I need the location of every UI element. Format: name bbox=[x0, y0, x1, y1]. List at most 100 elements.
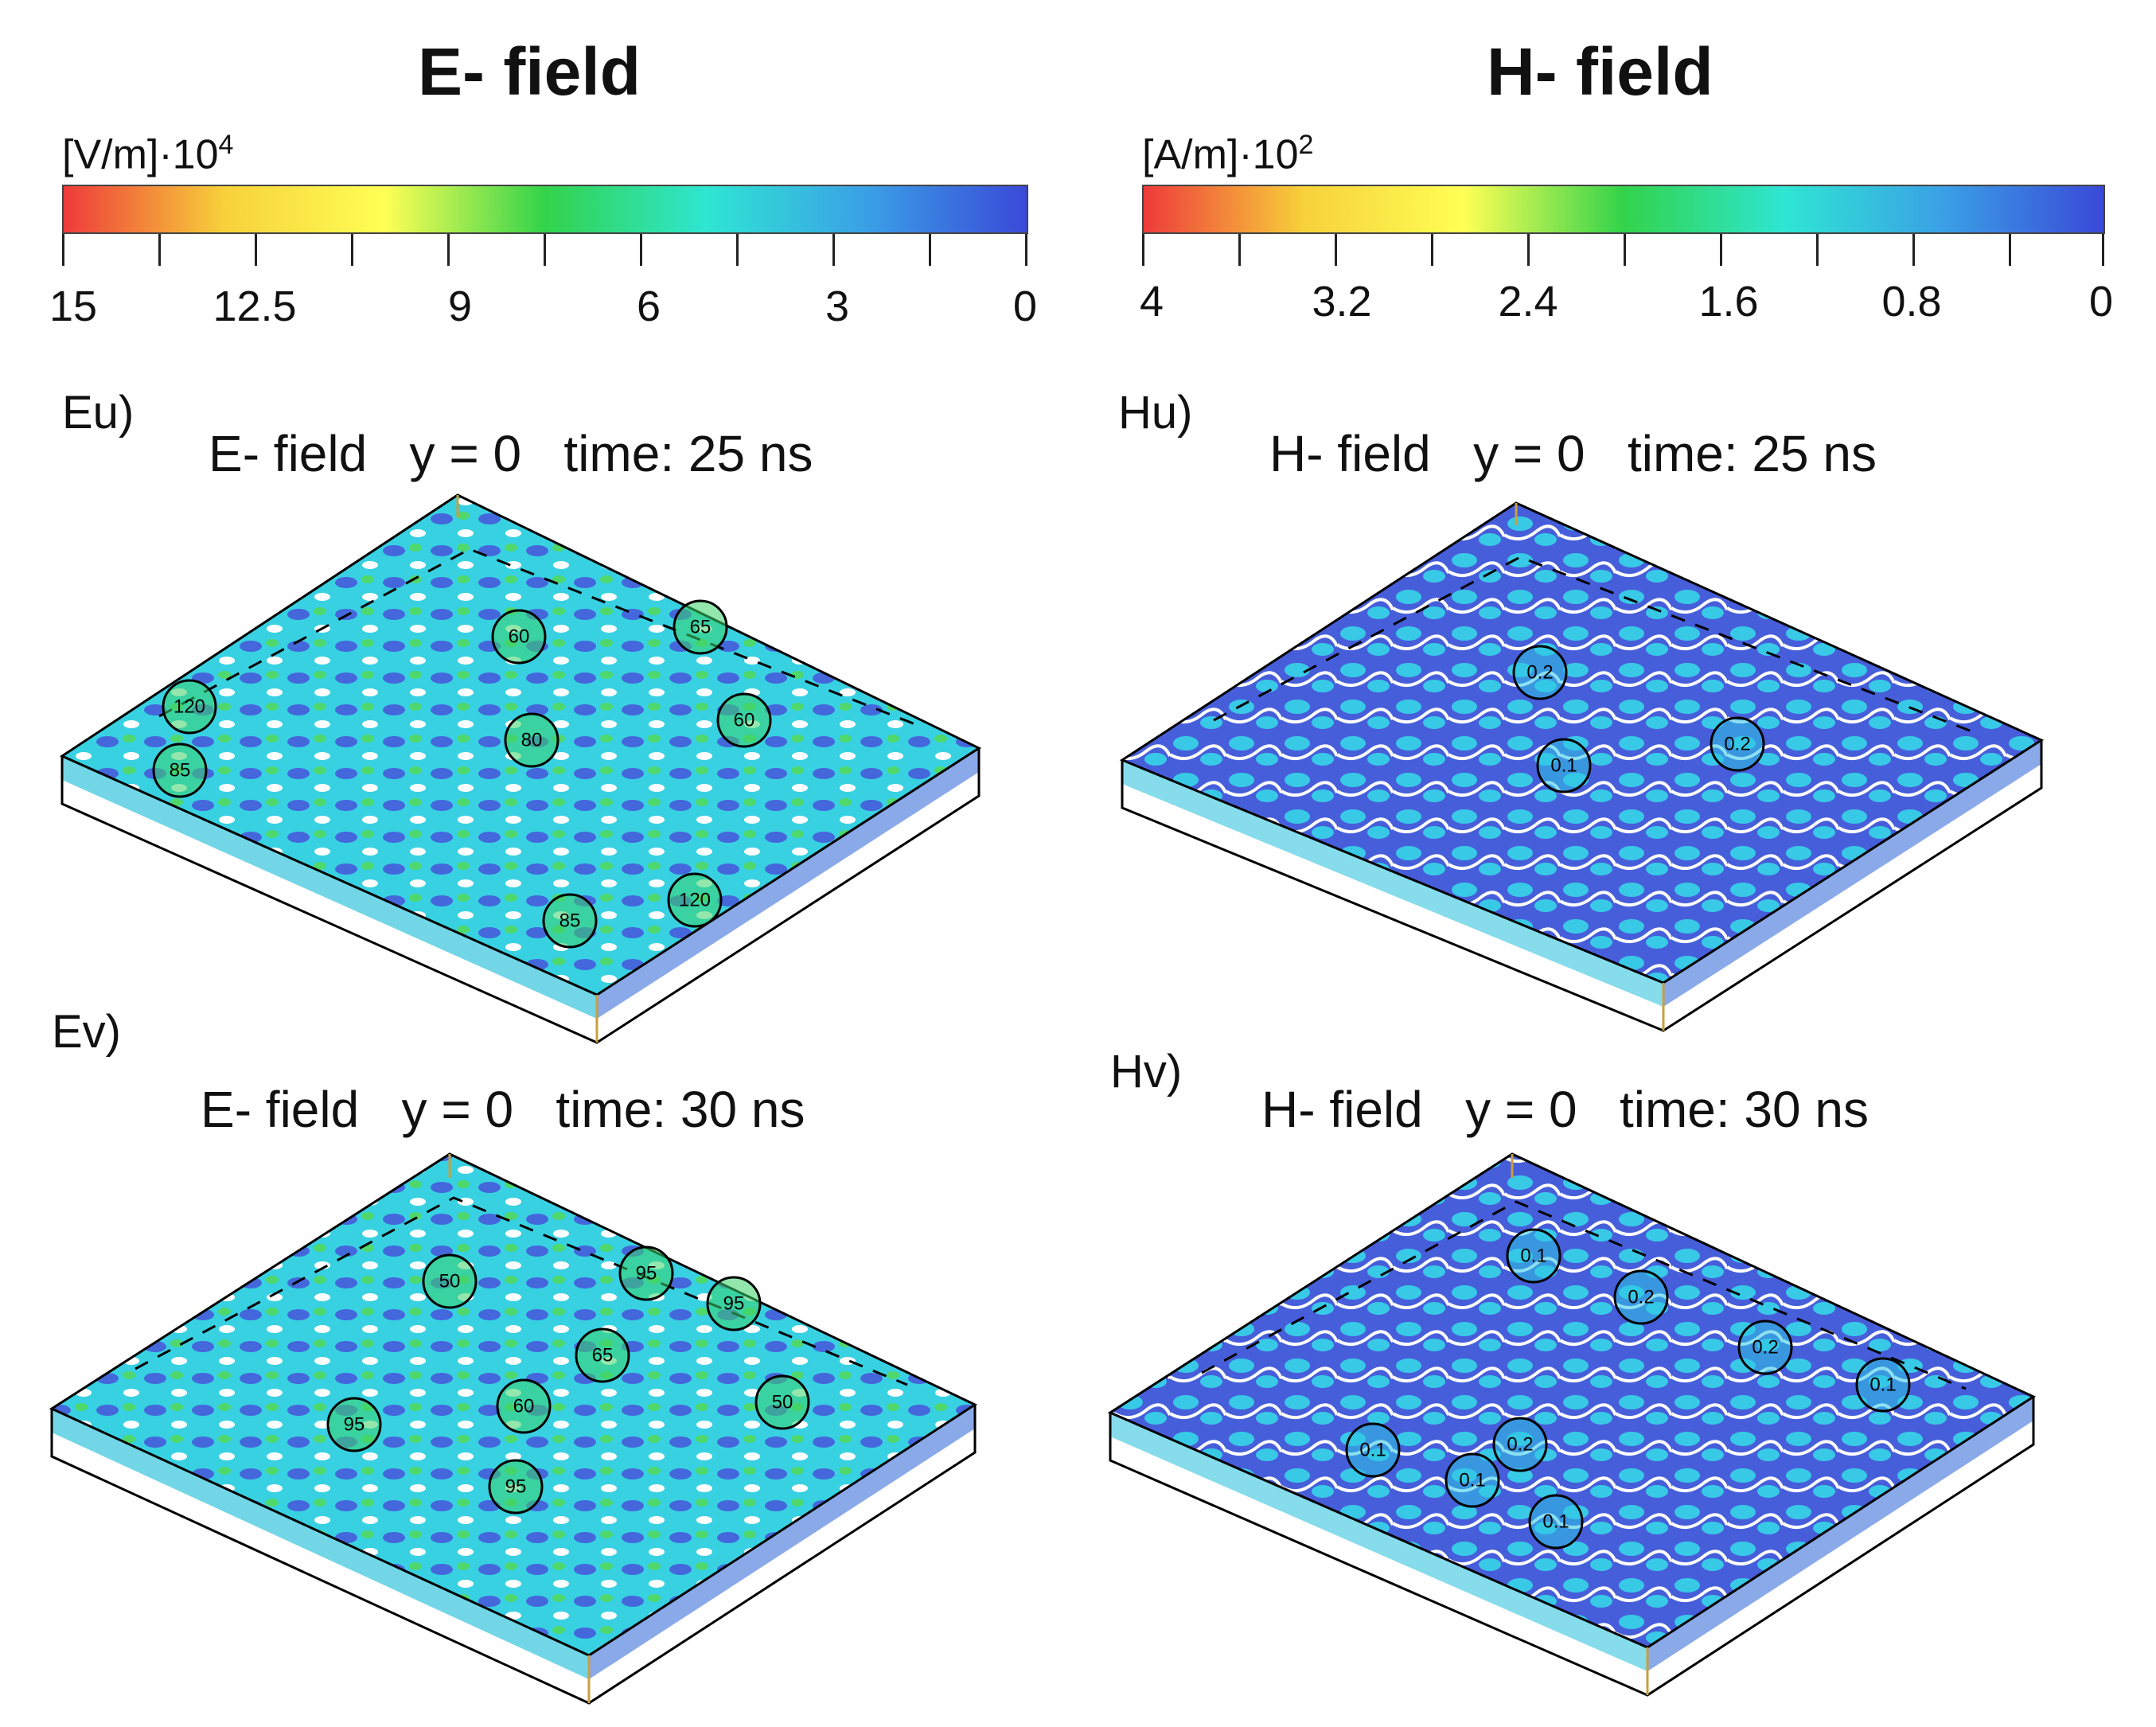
eu-marker-label: 65 bbox=[690, 617, 712, 638]
eu-marker-label: 60 bbox=[509, 626, 530, 648]
e-unit-text: [V/m]·10 bbox=[62, 131, 219, 178]
hv-marker-circle bbox=[1506, 1228, 1561, 1284]
h-colorbar-ticks bbox=[1142, 234, 2105, 266]
e-tick bbox=[1025, 234, 1027, 266]
eu-marker-label: 120 bbox=[173, 696, 205, 718]
hu-marker-circle bbox=[1536, 738, 1592, 793]
hv-marker-label: 0.2 bbox=[1628, 1287, 1654, 1308]
e-tick bbox=[640, 234, 642, 266]
hv-marker-circle bbox=[1613, 1269, 1669, 1325]
hv-marker-label: 0.1 bbox=[1520, 1246, 1546, 1267]
e-colorbar-ticks bbox=[62, 234, 1028, 266]
e-tick bbox=[255, 234, 257, 266]
ev-marker-circle bbox=[754, 1374, 810, 1430]
h-colorbar-unit: [A/m]·102 bbox=[1142, 131, 1313, 175]
panel-title-hv: H- field y = 0 time: 30 ns bbox=[1261, 1081, 1869, 1138]
eu-marker-label: 80 bbox=[521, 730, 543, 751]
panel-label-ev: Ev) bbox=[52, 1006, 121, 1058]
panel-title-eu: E- field y = 0 time: 25 ns bbox=[209, 425, 813, 482]
ev-marker-circle bbox=[422, 1253, 478, 1309]
e-tick bbox=[929, 234, 931, 266]
hv-marker-circle bbox=[1345, 1422, 1401, 1478]
e-field-heading: E- field bbox=[418, 34, 641, 109]
h-tick-label: 1.6 bbox=[1698, 278, 1759, 326]
ev-marker-label: 95 bbox=[344, 1414, 365, 1436]
h-tick bbox=[1142, 234, 1144, 266]
h-tick-label: 0.8 bbox=[1881, 278, 1942, 326]
e-tick bbox=[158, 234, 161, 266]
hu-markers: 0.2 0.1 0.2 bbox=[1512, 645, 1765, 793]
h-tick-label: 2.4 bbox=[1498, 278, 1558, 326]
ev-marker-label: 50 bbox=[439, 1271, 461, 1292]
hv-marker-label: 0.1 bbox=[1459, 1470, 1485, 1491]
e-tick bbox=[832, 234, 835, 266]
eu-marker-label: 85 bbox=[559, 910, 581, 932]
panel-title-ev: E- field y = 0 time: 30 ns bbox=[201, 1081, 805, 1138]
h-tick-label: 4 bbox=[1139, 278, 1164, 326]
panel-title-hu: H- field y = 0 time: 25 ns bbox=[1269, 425, 1877, 482]
eu-marker-circle bbox=[667, 872, 723, 928]
h-tick bbox=[1527, 234, 1530, 266]
hv-marker-label: 0.1 bbox=[1542, 1511, 1569, 1533]
hv-marker-circle bbox=[1492, 1417, 1548, 1472]
eu-marker-circle bbox=[673, 599, 728, 655]
e-tick bbox=[447, 234, 450, 266]
eu-marker-circle bbox=[542, 893, 598, 949]
panel-label-eu: Eu) bbox=[62, 387, 135, 439]
eu-marker-circle bbox=[716, 692, 772, 748]
panel-label-hu: Hu) bbox=[1118, 387, 1193, 439]
e-tick bbox=[62, 234, 64, 266]
hv-marker-label: 0.1 bbox=[1359, 1440, 1386, 1461]
hv-marker-label: 0.2 bbox=[1507, 1434, 1533, 1456]
eu-marker-circle bbox=[152, 743, 208, 798]
e-tick-label: 3 bbox=[825, 283, 850, 330]
e-tick-label: 9 bbox=[447, 283, 473, 330]
ev-markers: 50 95 95 65 60 50 95 95 bbox=[326, 1246, 810, 1515]
h-colorbar bbox=[1142, 185, 2105, 234]
ev-marker-circle bbox=[496, 1378, 552, 1434]
ev-marker-circle bbox=[488, 1459, 544, 1515]
h-tick bbox=[1238, 234, 1241, 266]
eu-marker-label: 85 bbox=[170, 760, 191, 782]
e-tick-label: 0 bbox=[1012, 283, 1038, 330]
e-tick bbox=[544, 234, 546, 266]
ev-marker-label: 50 bbox=[772, 1392, 793, 1413]
ev-marker-circle bbox=[618, 1246, 674, 1301]
h-tick bbox=[1816, 234, 1819, 266]
ev-marker-label: 95 bbox=[505, 1476, 527, 1498]
h-field-heading: H- field bbox=[1487, 34, 1713, 109]
h-tick bbox=[1431, 234, 1433, 266]
hu-marker-circle bbox=[1512, 645, 1568, 700]
h-tick bbox=[1720, 234, 1722, 266]
eu-marker-circle bbox=[491, 609, 547, 665]
e-colorbar-unit: [V/m]·104 bbox=[62, 131, 233, 175]
h-tick bbox=[2009, 234, 2011, 266]
ev-marker-label: 65 bbox=[592, 1345, 614, 1366]
e-tick-label: 12.5 bbox=[212, 283, 297, 330]
hv-marker-circle bbox=[1737, 1320, 1793, 1375]
hu-marker-label: 0.1 bbox=[1550, 755, 1577, 777]
ev-marker-label: 95 bbox=[636, 1263, 657, 1285]
eu-marker-label: 120 bbox=[679, 890, 711, 911]
hu-marker-label: 0.2 bbox=[1724, 734, 1750, 755]
e-tick-label: 6 bbox=[636, 283, 661, 330]
h-unit-exponent: 2 bbox=[1298, 130, 1314, 160]
hu-slab bbox=[1119, 501, 2045, 1032]
h-tick bbox=[1912, 234, 1915, 266]
hv-marker-label: 0.2 bbox=[1752, 1337, 1778, 1359]
e-unit-exponent: 4 bbox=[218, 130, 234, 160]
hv-markers: 0.1 0.2 0.2 0.1 0.1 0.2 0.1 0.1 bbox=[1345, 1228, 1911, 1550]
e-tick bbox=[351, 234, 353, 266]
e-tick-label: 15 bbox=[49, 283, 98, 330]
hv-marker-circle bbox=[1528, 1494, 1584, 1550]
hv-marker-circle bbox=[1855, 1357, 1911, 1413]
hu-marker-label: 0.2 bbox=[1526, 662, 1553, 684]
e-tick bbox=[736, 234, 739, 266]
eu-marker-label: 60 bbox=[734, 710, 755, 731]
h-tick bbox=[1335, 234, 1337, 266]
ev-marker-circle bbox=[706, 1276, 762, 1331]
hv-marker-circle bbox=[1444, 1452, 1500, 1508]
